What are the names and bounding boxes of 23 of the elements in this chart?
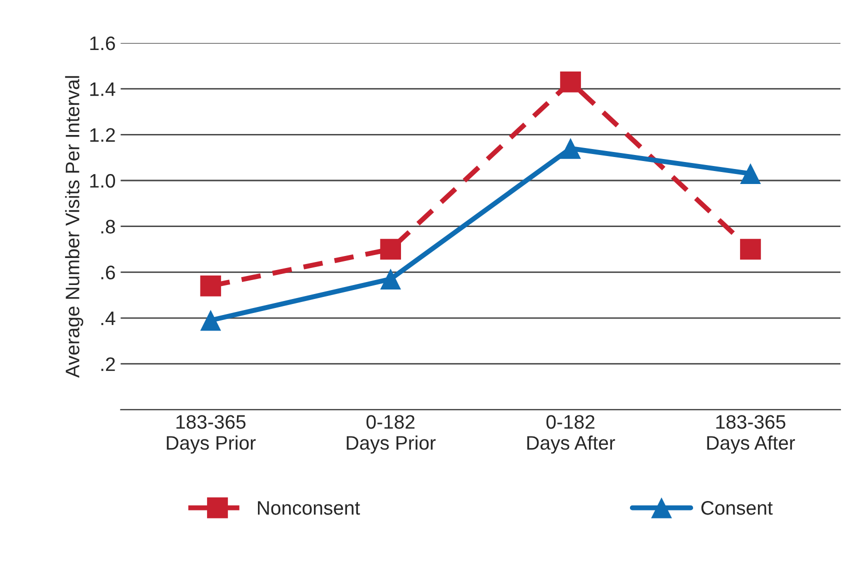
y-axis-title: Average Number Visits Per Interval bbox=[65, 76, 84, 378]
y-tick-label: .4 bbox=[101, 312, 116, 326]
point bbox=[740, 163, 761, 184]
y-tick-label: 1.0 bbox=[90, 174, 116, 188]
point bbox=[200, 276, 222, 296]
y-tick-label: .6 bbox=[101, 266, 115, 280]
point bbox=[200, 310, 222, 331]
x-tick-label: 0-182 Days After bbox=[527, 415, 616, 454]
point bbox=[380, 268, 402, 290]
legend-label: Nonconsent bbox=[258, 501, 360, 515]
legend-label: Consent bbox=[701, 501, 773, 515]
point bbox=[740, 238, 761, 260]
y-tick-label: 1.6 bbox=[90, 36, 115, 50]
y-tick-label: .8 bbox=[101, 220, 115, 234]
y-tick-label: 1.2 bbox=[90, 128, 115, 142]
point bbox=[560, 138, 581, 159]
y-tick-label: 1.4 bbox=[90, 82, 116, 96]
x-tick-label: 0-182 Days Prior bbox=[346, 415, 436, 454]
y-tick-label: .2 bbox=[101, 357, 115, 371]
point bbox=[380, 238, 402, 260]
x-tick-label: 183-365 Days Prior bbox=[166, 415, 256, 454]
point bbox=[560, 72, 581, 92]
x-tick-label: 183-365 Days After bbox=[707, 415, 796, 454]
